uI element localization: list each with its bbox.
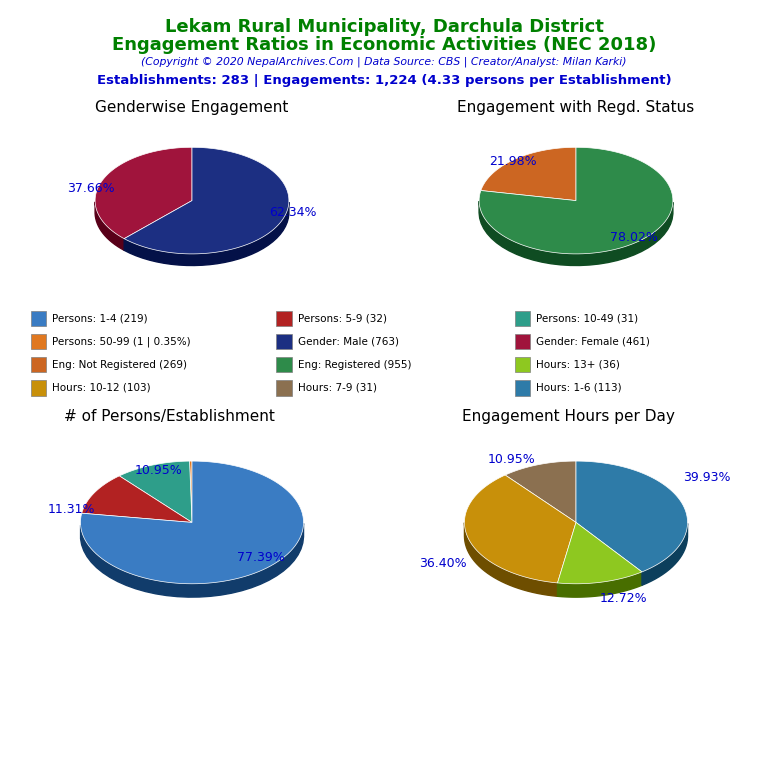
Polygon shape (124, 202, 289, 266)
Text: 21.98%: 21.98% (489, 155, 537, 168)
Text: Gender: Female (461): Gender: Female (461) (536, 336, 650, 347)
Text: 10.95%: 10.95% (134, 464, 182, 477)
Text: Lekam Rural Municipality, Darchula District: Lekam Rural Municipality, Darchula Distr… (164, 18, 604, 35)
Polygon shape (95, 147, 192, 239)
Polygon shape (576, 461, 687, 572)
Text: Hours: 1-6 (113): Hours: 1-6 (113) (536, 382, 621, 393)
Polygon shape (95, 202, 124, 250)
Text: Eng: Registered (955): Eng: Registered (955) (298, 359, 412, 370)
Text: # of Persons/Establishment: # of Persons/Establishment (64, 409, 274, 424)
Text: Hours: 7-9 (31): Hours: 7-9 (31) (298, 382, 377, 393)
Text: Engagement Ratios in Economic Activities (NEC 2018): Engagement Ratios in Economic Activities… (112, 36, 656, 54)
Polygon shape (81, 476, 192, 522)
Polygon shape (81, 524, 303, 598)
Text: 39.93%: 39.93% (683, 471, 730, 484)
Polygon shape (505, 461, 576, 522)
Text: 77.39%: 77.39% (237, 551, 285, 564)
Text: 12.72%: 12.72% (599, 592, 647, 605)
Polygon shape (479, 147, 673, 254)
Text: (Copyright © 2020 NepalArchives.Com | Data Source: CBS | Creator/Analyst: Milan : (Copyright © 2020 NepalArchives.Com | Da… (141, 57, 627, 68)
Polygon shape (190, 461, 192, 522)
Text: Genderwise Engagement: Genderwise Engagement (95, 100, 289, 115)
Text: Persons: 10-49 (31): Persons: 10-49 (31) (536, 313, 638, 324)
Text: Persons: 5-9 (32): Persons: 5-9 (32) (298, 313, 387, 324)
Text: 10.95%: 10.95% (488, 453, 535, 466)
Polygon shape (481, 147, 576, 200)
Polygon shape (465, 475, 576, 583)
Text: 62.34%: 62.34% (270, 207, 316, 219)
Polygon shape (119, 461, 192, 522)
Text: Persons: 1-4 (219): Persons: 1-4 (219) (52, 313, 148, 324)
Text: 11.31%: 11.31% (48, 503, 95, 516)
Polygon shape (465, 523, 558, 596)
Polygon shape (479, 201, 673, 266)
Text: 36.40%: 36.40% (419, 557, 467, 570)
Polygon shape (124, 147, 289, 254)
Text: Persons: 50-99 (1 | 0.35%): Persons: 50-99 (1 | 0.35%) (52, 336, 191, 347)
Text: Gender: Male (763): Gender: Male (763) (298, 336, 399, 347)
Text: Hours: 13+ (36): Hours: 13+ (36) (536, 359, 620, 370)
Text: Establishments: 283 | Engagements: 1,224 (4.33 persons per Establishment): Establishments: 283 | Engagements: 1,224… (97, 74, 671, 88)
Polygon shape (558, 522, 642, 584)
Text: Eng: Not Registered (269): Eng: Not Registered (269) (52, 359, 187, 370)
Polygon shape (558, 572, 642, 598)
Text: Engagement with Regd. Status: Engagement with Regd. Status (458, 100, 694, 115)
Text: 37.66%: 37.66% (67, 182, 114, 195)
Text: 78.02%: 78.02% (611, 231, 658, 244)
Text: Engagement Hours per Day: Engagement Hours per Day (462, 409, 675, 424)
Polygon shape (81, 461, 303, 584)
Polygon shape (642, 524, 687, 585)
Text: Hours: 10-12 (103): Hours: 10-12 (103) (52, 382, 151, 393)
